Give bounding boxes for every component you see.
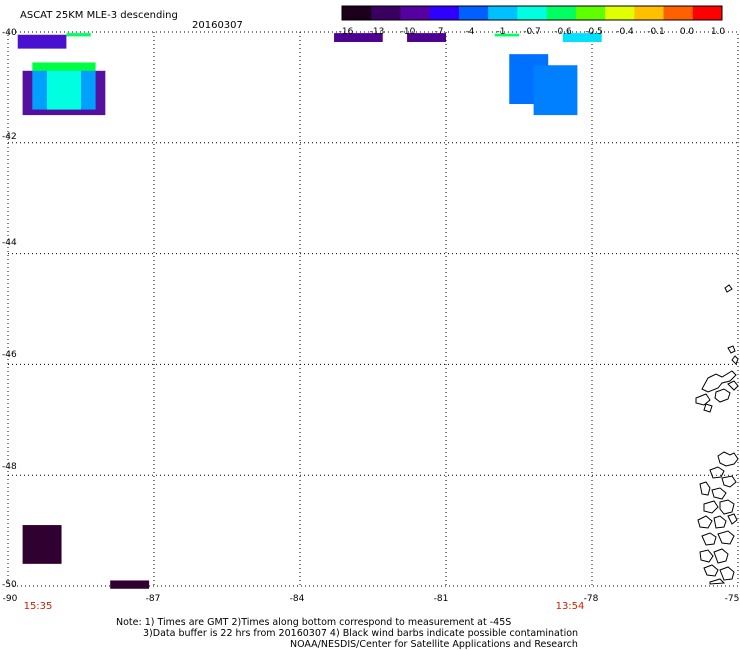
colorbar-tick-label: -4 (465, 27, 475, 37)
colorbar-segment (575, 6, 606, 20)
lon-label: -81 (433, 594, 449, 604)
product-date: 20160307 (192, 20, 243, 31)
time-label: 15:35 (23, 601, 53, 612)
colorbar-tick-label: -0.1 (647, 27, 665, 37)
swath-cell (494, 33, 519, 37)
footer-credit: NOAA/NESDIS/Center for Satellite Applica… (290, 639, 578, 650)
colorbar-tick-label: -0.7 (523, 27, 541, 37)
lat-label: -48 (2, 462, 17, 472)
colorbar-tick-label: -0.5 (585, 27, 603, 37)
lat-label: -42 (2, 132, 17, 142)
product-title: ASCAT 25KM MLE-3 descending (20, 10, 178, 21)
colorbar-tick-label: -7 (434, 27, 444, 37)
colorbar-segment (371, 6, 401, 20)
colorbar-tick-label: -10 (400, 27, 416, 37)
swath-cell (407, 33, 446, 42)
swath-cell (32, 62, 96, 71)
swath-cells (17, 33, 602, 589)
colorbar-segment (634, 6, 665, 20)
colorbar-tick-label: 1.0 (710, 27, 726, 37)
colorbar-tick-label: -0.4 (616, 27, 634, 37)
colorbar-segment (605, 6, 635, 20)
footer-note-line1: Note: 1) Times are GMT 2)Times along bot… (116, 617, 512, 628)
colorbar-tick-label: -16 (338, 27, 354, 37)
lon-label: -84 (289, 594, 305, 604)
lat-label: -44 (2, 238, 17, 248)
lat-label: -46 (2, 350, 17, 360)
lon-label: -75 (724, 594, 740, 604)
swath-cell (17, 34, 67, 49)
colorbar-segment (342, 6, 372, 20)
footer-note-line2: 3)Data buffer is 22 hrs from 20160307 4)… (143, 628, 579, 639)
colorbar-segment (488, 6, 518, 20)
colorbar-tick-label: 0.0 (679, 27, 695, 37)
lon-label: -87 (145, 594, 161, 604)
colorbar-segment (429, 6, 460, 20)
lon-label: -78 (583, 594, 599, 604)
colorbar-segment (663, 6, 694, 20)
colorbar-segment (692, 6, 723, 20)
swath-cell (22, 525, 62, 564)
colorbar-frame (341, 5, 723, 21)
swath-cell (46, 70, 81, 110)
swath-cell (334, 33, 383, 42)
colorbar (342, 6, 723, 20)
colorbar-tick-label: -13 (369, 27, 385, 37)
colorbar-tick-label: -1 (496, 27, 506, 37)
colorbar-segment (546, 6, 577, 20)
lon-label: -90 (2, 594, 18, 604)
colorbar-segment (400, 6, 431, 20)
colorbar-segment (458, 6, 489, 20)
swath-cell (562, 33, 602, 42)
coastline (695, 284, 739, 585)
map-frame (7, 31, 739, 587)
swath-cell (533, 65, 578, 116)
swath-cell (66, 33, 91, 37)
lat-label: -50 (2, 580, 17, 590)
lat-lon-grid (8, 32, 738, 586)
swath-cell (110, 580, 150, 589)
lat-label: -40 (2, 28, 17, 38)
time-label: 13:54 (555, 601, 585, 612)
colorbar-tick-label: -0.6 (554, 27, 572, 37)
colorbar-segment (517, 6, 548, 20)
